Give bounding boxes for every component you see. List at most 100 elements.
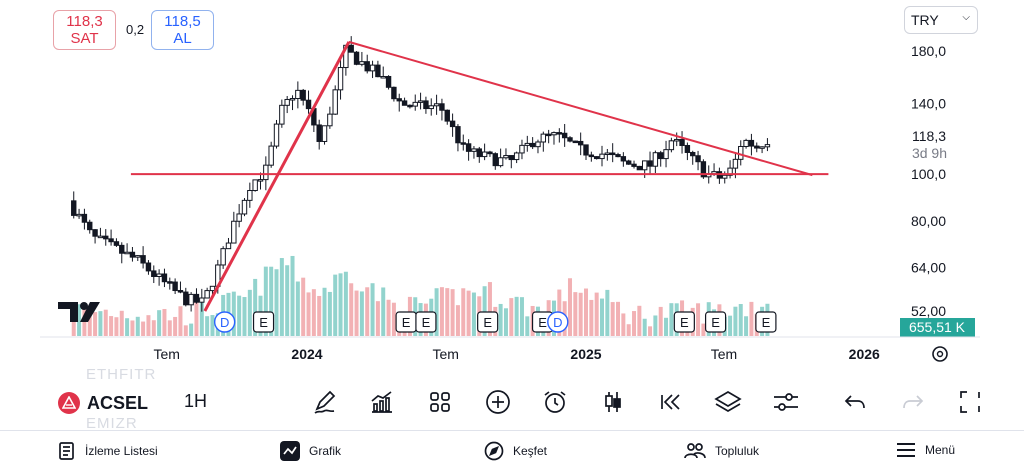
candle-body <box>492 153 498 167</box>
candle-body <box>663 149 669 160</box>
candle-body <box>113 241 120 246</box>
currency-select[interactable]: TRY ⌵ <box>904 6 978 34</box>
volume-bar <box>279 258 284 336</box>
nav-community[interactable]: Topluluk <box>684 441 759 461</box>
candle-body <box>754 145 760 149</box>
volume-bar <box>167 320 172 336</box>
indicators-button[interactable] <box>367 387 397 417</box>
settings-sliders-icon <box>774 393 798 411</box>
sell-button[interactable]: 118,3 SAT <box>53 10 116 50</box>
candle-body <box>300 89 306 101</box>
candle-body <box>700 161 707 178</box>
candle-body <box>476 148 482 158</box>
volume-bar <box>130 320 135 336</box>
candle-body <box>620 156 627 162</box>
buy-button[interactable]: 118,5 AL <box>151 10 214 50</box>
candle-body <box>108 238 114 243</box>
candle-body <box>220 248 226 266</box>
candle-body <box>738 145 744 160</box>
price-axis-label: 140,0 <box>911 96 946 112</box>
volume-bar <box>632 311 637 336</box>
time-axis-label: Tem <box>154 346 180 362</box>
volume-bar <box>71 317 76 336</box>
undo-button[interactable] <box>840 387 870 417</box>
volume-bar <box>333 274 338 336</box>
volume-bar <box>584 288 588 336</box>
candle-body <box>695 155 701 163</box>
earnings-marker <box>755 311 777 333</box>
candle-body <box>332 89 338 115</box>
candle-body <box>92 229 98 237</box>
sell-price: 118,3 <box>66 13 103 30</box>
candle-body <box>391 86 397 100</box>
candle-body <box>684 144 691 153</box>
chart-type-button[interactable] <box>598 387 628 417</box>
volume-bar <box>439 287 444 336</box>
nav-chart[interactable]: Grafik <box>280 441 341 461</box>
volume-bar <box>242 297 247 336</box>
replay-button[interactable] <box>655 387 685 417</box>
tv-logo-dot <box>80 302 88 310</box>
symbol-selector[interactable]: ACSEL <box>58 392 148 414</box>
candle-body <box>135 255 141 258</box>
candle-body <box>321 125 328 142</box>
volume-bar <box>365 287 370 336</box>
alert-button[interactable] <box>540 387 570 417</box>
candle-body <box>764 144 771 148</box>
volume-bar <box>648 326 653 336</box>
object-tree-button[interactable] <box>713 387 743 417</box>
volume-bar <box>306 292 311 336</box>
candle-body <box>727 167 733 176</box>
axis-settings-icon[interactable] <box>932 346 948 362</box>
volume-bar <box>109 316 114 336</box>
candle-body <box>156 273 162 277</box>
candle-body <box>668 140 675 151</box>
nav-explore[interactable]: Keşfet <box>484 441 547 461</box>
volume-bar <box>567 278 572 336</box>
volume-bar <box>610 302 615 336</box>
candle-body <box>428 105 434 110</box>
volume-bar <box>231 291 236 336</box>
nav-watchlist[interactable]: İzleme Listesi <box>58 441 158 461</box>
volume-bar <box>349 283 354 336</box>
candle-body <box>353 51 360 65</box>
candle-body <box>449 120 456 128</box>
candle-body <box>503 155 509 159</box>
candle-body <box>674 138 680 142</box>
tv-logo-mark <box>80 302 100 322</box>
volume-bar <box>263 266 268 336</box>
interval-selector[interactable]: 1H <box>184 391 208 411</box>
candle-body <box>748 139 755 147</box>
ticker-list-prev[interactable]: ETHFITR <box>86 366 157 383</box>
nav-menu[interactable]: Menü <box>896 441 955 459</box>
add-button[interactable] <box>483 387 513 417</box>
community-icon <box>684 443 706 459</box>
candle-body <box>487 151 493 155</box>
price-axis-label: 52,00 <box>911 303 946 319</box>
candle-body <box>567 137 573 142</box>
redo-button[interactable] <box>898 387 928 417</box>
volume-bar <box>487 282 492 336</box>
candle-body <box>439 103 445 111</box>
candle-body <box>407 104 413 108</box>
candle-body <box>295 89 301 100</box>
earnings-marker <box>704 311 727 333</box>
buy-price: 118,5 <box>164 13 201 30</box>
volume-bar <box>103 309 108 336</box>
dividend-marker <box>213 311 236 333</box>
price-chart[interactable]: D E E E E E D E E E180,0140,0100,080,0064,0052,00… <box>0 0 1024 378</box>
volume-bar <box>205 316 210 336</box>
chart-settings-button[interactable] <box>771 387 801 417</box>
earnings-marker <box>415 311 437 333</box>
volume-bar <box>162 308 167 336</box>
ticker-list-next[interactable]: EMIZR <box>86 415 138 432</box>
layout-button[interactable] <box>425 387 455 417</box>
candle-body <box>625 160 632 165</box>
fullscreen-button[interactable] <box>955 387 985 417</box>
volume-bar <box>194 302 199 336</box>
candle-body <box>257 179 264 182</box>
candle-body <box>722 174 728 179</box>
drawing-tools-button[interactable] <box>310 387 340 417</box>
volume-bar <box>461 288 466 336</box>
